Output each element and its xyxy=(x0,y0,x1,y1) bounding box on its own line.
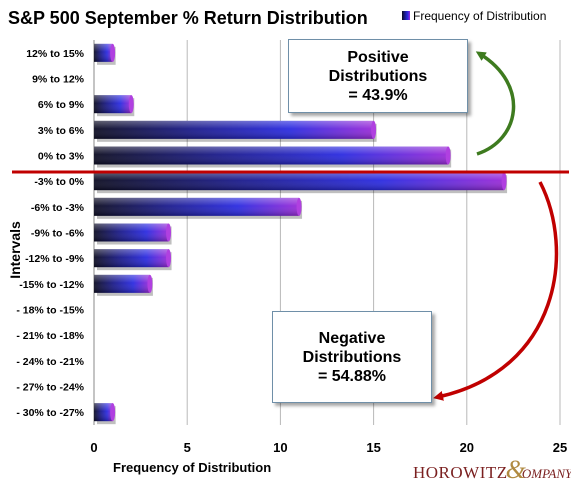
bar-9 xyxy=(94,274,153,296)
logo-first: HOROWITZ xyxy=(413,463,508,482)
y-tick-label-1: 9% to 12% xyxy=(32,74,85,86)
positive-callout: Positive Distributions = 43.9% xyxy=(288,39,468,113)
y-axis-label: Intervals xyxy=(7,221,23,279)
bar-2 xyxy=(94,95,135,117)
legend: Frequency of Distribution xyxy=(402,9,546,23)
y-tick-label-4: 0% to 3% xyxy=(38,151,85,163)
y-tick-label-0: 12% to 15% xyxy=(26,48,84,60)
positive-callout-line1: Positive xyxy=(347,48,409,66)
y-tick-label-12: - 24% to -21% xyxy=(16,356,84,368)
x-tick-labels: 0 5 10 15 20 25 xyxy=(90,440,567,455)
y-tick-label-10: - 18% to -15% xyxy=(16,305,84,317)
positive-callout-line2: Distributions xyxy=(328,67,428,85)
bar-3 xyxy=(94,120,377,142)
bar-0 xyxy=(94,43,116,65)
y-tick-label-3: 3% to 6% xyxy=(38,125,85,137)
legend-swatch xyxy=(402,11,410,20)
positive-callout-line3: = 43.9% xyxy=(348,86,408,104)
x-tick-label-3: 15 xyxy=(366,440,380,455)
positive-arrow xyxy=(475,51,516,156)
x-axis-label: Frequency of Distribution xyxy=(113,460,271,475)
y-tick-labels: 12% to 15% 9% to 12% 6% to 9% 3% to 6% 0% to… xyxy=(16,48,84,419)
bars xyxy=(94,43,508,425)
negative-arrow xyxy=(433,181,559,401)
bar-4 xyxy=(94,146,452,168)
y-tick-label-7: -9% to -6% xyxy=(31,228,85,240)
negative-callout-line2: Distributions xyxy=(302,348,402,366)
bar-6 xyxy=(94,197,303,219)
horowitz-logo: HOROWITZ&OMPANY xyxy=(413,455,571,485)
y-tick-label-8: -12% to -9% xyxy=(25,253,85,265)
y-tick-label-2: 6% to 9% xyxy=(38,99,85,111)
y-tick-label-13: - 27% to -24% xyxy=(16,382,84,394)
bar-14 xyxy=(94,403,116,425)
chart-title: S&P 500 September % Return Distribution xyxy=(8,8,368,28)
y-tick-label-11: - 21% to -18% xyxy=(16,330,84,342)
negative-callout-line3: = 54.88% xyxy=(317,367,387,385)
x-tick-label-5: 25 xyxy=(553,440,567,455)
y-tick-label-9: -15% to -12% xyxy=(19,279,84,291)
y-tick-label-5: -3% to 0% xyxy=(34,176,84,188)
bar-5 xyxy=(94,172,508,194)
y-tick-label-14: - 30% to -27% xyxy=(16,407,84,419)
x-tick-label-2: 10 xyxy=(273,440,287,455)
bar-8 xyxy=(94,249,172,271)
y-tick-label-6: -6% to -3% xyxy=(31,202,85,214)
legend-label: Frequency of Distribution xyxy=(413,9,546,23)
x-tick-label-1: 5 xyxy=(184,440,191,455)
x-tick-label-0: 0 xyxy=(90,440,97,455)
logo-second: OMPANY xyxy=(521,466,571,481)
negative-callout: Negative Distributions = 54.88% xyxy=(272,311,432,403)
bar-7 xyxy=(94,223,172,245)
negative-callout-line1: Negative xyxy=(318,329,386,347)
logo-ampersand: & xyxy=(505,455,526,484)
x-tick-label-4: 20 xyxy=(460,440,474,455)
